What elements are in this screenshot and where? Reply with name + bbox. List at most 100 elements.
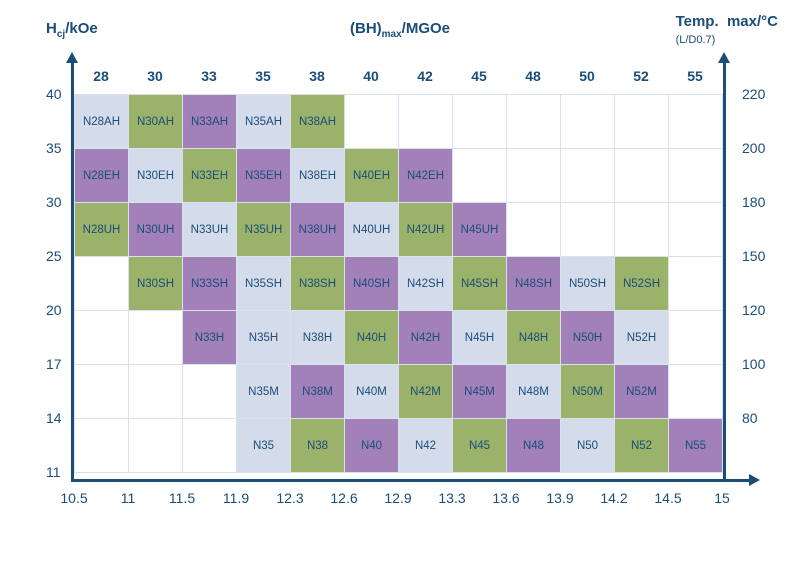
grade-cell: N35AH — [237, 95, 291, 149]
y-left-tick: 14 — [46, 410, 62, 426]
x-top-tick: 28 — [93, 68, 109, 84]
x-bottom-tick: 11.9 — [223, 490, 249, 506]
grade-cell: N38EH — [291, 149, 345, 203]
x-bottom-tick: 12.6 — [330, 490, 357, 506]
grade-cell — [183, 419, 237, 473]
y-left-tick: 35 — [46, 140, 62, 156]
grade-cell: N40H — [345, 311, 399, 365]
grade-cell: N35 — [237, 419, 291, 473]
grade-cell: N48H — [507, 311, 561, 365]
x-top-tick: 42 — [417, 68, 433, 84]
x-top-tick: 30 — [147, 68, 163, 84]
grade-cell: N40EH — [345, 149, 399, 203]
grade-cell — [75, 257, 129, 311]
grade-cell: N45M — [453, 365, 507, 419]
grade-grid: N28AHN30AHN33AHN35AHN38AHN28EHN30EHN33EH… — [74, 94, 723, 473]
grade-cell: N52M — [615, 365, 669, 419]
x-bottom-tick: 13.6 — [492, 490, 519, 506]
y-right-tick: 150 — [742, 248, 765, 264]
x-top-title: (BH)max/MGOe — [350, 20, 450, 40]
x-top-tick: 33 — [201, 68, 217, 84]
x-top-tick: 50 — [579, 68, 595, 84]
grade-cell — [75, 311, 129, 365]
grade-cell — [345, 95, 399, 149]
grade-cell: N50SH — [561, 257, 615, 311]
y-left-tick: 25 — [46, 248, 62, 264]
x-bottom-tick: 11 — [121, 490, 136, 506]
grade-cell — [669, 365, 723, 419]
grade-cell — [615, 203, 669, 257]
grade-cell: N42UH — [399, 203, 453, 257]
grade-cell: N38UH — [291, 203, 345, 257]
grade-cell — [129, 311, 183, 365]
grade-cell: N35UH — [237, 203, 291, 257]
y-right-tick: 200 — [742, 140, 765, 156]
y-left-tick: 17 — [46, 356, 62, 372]
grade-cell: N50M — [561, 365, 615, 419]
x-top-tick: 45 — [471, 68, 487, 84]
grade-cell: N40SH — [345, 257, 399, 311]
x-top-tick: 48 — [525, 68, 541, 84]
y-left-title: Hcj/kOe — [46, 20, 98, 40]
grade-cell: N28EH — [75, 149, 129, 203]
grade-cell: N45H — [453, 311, 507, 365]
x-bottom-tick: 13.3 — [438, 490, 465, 506]
grade-cell — [453, 95, 507, 149]
grade-cell — [561, 95, 615, 149]
grade-cell: N42H — [399, 311, 453, 365]
grade-cell: N35SH — [237, 257, 291, 311]
x-bottom-tick: 13.9 — [546, 490, 573, 506]
y-left-tick: 40 — [46, 86, 62, 102]
grade-cell: N38H — [291, 311, 345, 365]
grade-cell — [75, 419, 129, 473]
x-bottom-tick: 14.5 — [654, 490, 681, 506]
grade-cell: N35M — [237, 365, 291, 419]
grade-cell: N28UH — [75, 203, 129, 257]
grade-cell — [669, 149, 723, 203]
grade-cell: N48SH — [507, 257, 561, 311]
grade-cell: N38M — [291, 365, 345, 419]
grade-cell: N40UH — [345, 203, 399, 257]
y-right-tick: 220 — [742, 86, 765, 102]
bottom-axis-line — [71, 479, 751, 482]
y-right-tick: 120 — [742, 302, 765, 318]
grade-cell — [669, 203, 723, 257]
grade-cell: N52SH — [615, 257, 669, 311]
grade-cell: N38AH — [291, 95, 345, 149]
grade-cell: N50H — [561, 311, 615, 365]
x-top-tick: 35 — [255, 68, 271, 84]
grade-cell — [561, 149, 615, 203]
grade-cell: N42SH — [399, 257, 453, 311]
bottom-axis-arrowhead — [749, 474, 760, 486]
left-axis-arrowhead — [66, 52, 78, 63]
right-axis-arrowhead — [718, 52, 730, 63]
y-right-tick: 100 — [742, 356, 765, 372]
grade-cell: N45 — [453, 419, 507, 473]
grade-cell: N52H — [615, 311, 669, 365]
grade-cell — [129, 365, 183, 419]
x-bottom-tick: 12.3 — [276, 490, 303, 506]
grade-cell: N35H — [237, 311, 291, 365]
x-bottom-tick: 15 — [714, 490, 730, 506]
grade-cell — [129, 419, 183, 473]
x-bottom-tick: 11.5 — [169, 490, 195, 506]
y-left-tick: 11 — [46, 464, 61, 480]
x-bottom-tick: 12.9 — [384, 490, 411, 506]
x-bottom-tick: 14.2 — [600, 490, 627, 506]
grade-cell — [453, 149, 507, 203]
grade-cell — [561, 203, 615, 257]
y-right-tick: 180 — [742, 194, 765, 210]
grade-cell: N30SH — [129, 257, 183, 311]
grade-cell: N30EH — [129, 149, 183, 203]
grade-cell: N30AH — [129, 95, 183, 149]
grade-cell: N40M — [345, 365, 399, 419]
grade-cell: N33AH — [183, 95, 237, 149]
grade-cell: N38 — [291, 419, 345, 473]
y-right-title: Temp. max/°C(L/D0.7) — [676, 14, 778, 47]
grade-cell: N52 — [615, 419, 669, 473]
y-left-tick: 20 — [46, 302, 62, 318]
grade-cell: N48M — [507, 365, 561, 419]
right-axis-line — [723, 62, 726, 482]
grade-cell — [669, 311, 723, 365]
grade-cell: N42 — [399, 419, 453, 473]
